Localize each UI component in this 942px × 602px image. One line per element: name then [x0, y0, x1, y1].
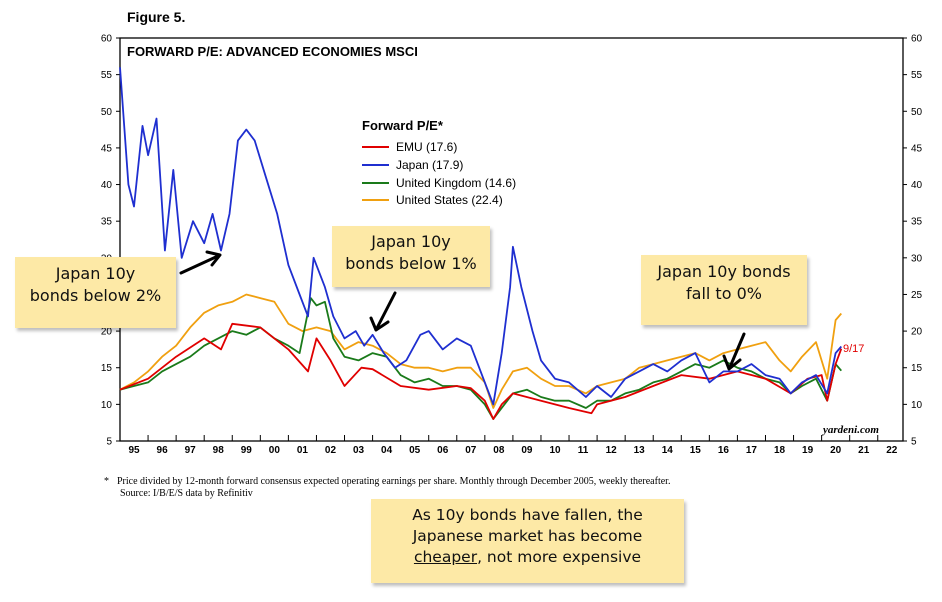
- y-tick-label-right: 15: [911, 363, 923, 374]
- x-tick-label: 13: [634, 445, 646, 456]
- y-tick-label: 10: [101, 400, 113, 411]
- footnote: * Price divided by 12-month forward conse…: [104, 476, 864, 500]
- y-tick-label: 35: [101, 217, 113, 228]
- note-line: cheaper, not more expensive: [371, 547, 684, 568]
- legend-entry-uk: United Kingdom (14.6): [396, 176, 516, 190]
- legend: Forward P/E* EMU (17.6) Japan (17.9) Uni…: [362, 118, 516, 207]
- figure-label: Figure 5.: [127, 9, 186, 25]
- y-axis-right: 5 10 15 20 25 30 35 40 45 50 55 60: [903, 34, 923, 448]
- x-tick-label: 15: [690, 445, 702, 456]
- x-tick-label: 07: [465, 445, 477, 456]
- x-tick-label: 99: [241, 445, 253, 456]
- x-tick-label: 18: [774, 445, 786, 456]
- x-tick-label: 95: [128, 445, 140, 456]
- note-line: Japan 10y: [55, 264, 136, 283]
- footnote-marker: *: [104, 476, 109, 487]
- arrow-3-head: [722, 354, 742, 371]
- footnote-source: Source: I/B/E/S data by Refinitiv: [120, 488, 253, 499]
- x-tick-label: 08: [493, 445, 505, 456]
- legend-entry-emu: EMU (17.6): [396, 140, 457, 154]
- y-tick-label-right: 20: [911, 327, 923, 338]
- x-tick-label: 16: [718, 445, 730, 456]
- y-tick-label: 55: [101, 70, 113, 81]
- x-tick-label: 01: [297, 445, 309, 456]
- y-tick-label-right: 35: [911, 217, 923, 228]
- x-tick-label: 04: [381, 445, 393, 456]
- x-tick-label: 19: [802, 445, 814, 456]
- y-tick-label: 50: [101, 107, 113, 118]
- arrow-3: [728, 332, 746, 369]
- x-tick-label: 21: [858, 445, 870, 456]
- y-tick-label-right: 50: [911, 107, 923, 118]
- note-line: Japan 10y: [371, 232, 451, 251]
- y-tick-label: 45: [101, 143, 113, 154]
- note-line: As 10y bonds have fallen, the: [412, 506, 643, 524]
- x-tick-label: 17: [746, 445, 758, 456]
- x-tick-label: 98: [213, 445, 225, 456]
- x-tick-label: 22: [886, 445, 898, 456]
- x-tick-label: 10: [549, 445, 561, 456]
- y-tick-label: 20: [101, 327, 113, 338]
- annotation-arrows: [179, 250, 746, 371]
- arrow-2-head: [369, 316, 390, 332]
- note-japan-below-2pct: Japan 10y bonds below 2%: [15, 257, 176, 328]
- note-underlined-word: cheaper: [413, 547, 478, 566]
- note-line: Japan 10y bonds: [657, 262, 791, 281]
- x-tick-label: 96: [157, 445, 169, 456]
- y-tick-label-right: 40: [911, 180, 923, 191]
- x-tick-label: 05: [409, 445, 421, 456]
- note-line: bonds below 1%: [345, 253, 477, 273]
- plot-frame: [119, 37, 904, 442]
- y-tick-label-right: 25: [911, 290, 923, 301]
- footnote-body: Price divided by 12-month forward consen…: [117, 476, 671, 487]
- note-conclusion: As 10y bonds have fallen, the Japanese m…: [371, 499, 684, 583]
- note-line: Japanese market has become: [412, 526, 643, 545]
- note-line: fall to 0%: [686, 283, 762, 303]
- y-tick-label-right: 55: [911, 70, 923, 81]
- series-line-emu: [119, 322, 843, 420]
- x-tick-label: 03: [353, 445, 365, 456]
- arrow-1: [179, 254, 220, 275]
- x-tick-label: 09: [521, 445, 533, 456]
- end-date-label: 9/17: [843, 343, 864, 355]
- x-axis: 95 96 97 98 99 00 01 02 03 04 05 06 07 08 09 10 11 12 13 14…: [119, 435, 898, 456]
- y-tick-label-right: 5: [911, 437, 917, 448]
- x-tick-label: 00: [269, 445, 281, 456]
- footnote-text: * Price divided by 12-month forward conse…: [104, 476, 864, 488]
- note-line-rest: , not more expensive: [477, 547, 642, 566]
- y-tick-label: 60: [101, 34, 113, 45]
- x-tick-label: 97: [185, 445, 197, 456]
- y-tick-label-right: 60: [911, 34, 923, 45]
- legend-entry-us: United States (22.4): [396, 193, 503, 207]
- y-tick-label: 5: [106, 437, 112, 448]
- x-tick-label: 06: [437, 445, 449, 456]
- series-line-japan: [119, 67, 842, 406]
- y-tick-label-right: 30: [911, 253, 923, 264]
- y-tick-label-right: 10: [911, 400, 923, 411]
- chart-title: FORWARD P/E: ADVANCED ECONOMIES MSCI: [127, 44, 418, 59]
- y-tick-label-right: 45: [911, 143, 923, 154]
- note-japan-below-1pct: Japan 10y bonds below 1%: [332, 226, 490, 287]
- x-tick-label: 02: [325, 445, 337, 456]
- note-japan-0pct: Japan 10y bonds fall to 0%: [641, 255, 807, 325]
- y-tick-label: 15: [101, 363, 113, 374]
- legend-title: Forward P/E*: [362, 118, 444, 133]
- arrow-1-head: [205, 250, 222, 267]
- y-tick-label: 40: [101, 180, 113, 191]
- x-tick-label: 14: [662, 445, 674, 456]
- legend-entry-japan: Japan (17.9): [396, 158, 463, 172]
- watermark: yardeni.com: [821, 424, 879, 436]
- x-tick-label: 11: [578, 445, 589, 456]
- note-line: bonds below 2%: [29, 285, 162, 305]
- x-tick-label: 12: [606, 445, 618, 456]
- x-tick-label: 20: [830, 445, 842, 456]
- arrow-2: [375, 291, 397, 330]
